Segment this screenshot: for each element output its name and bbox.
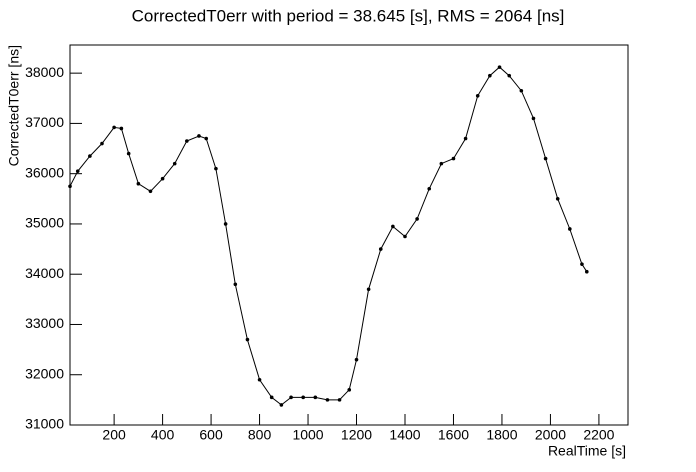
data-point <box>88 154 92 158</box>
data-point <box>136 181 141 186</box>
data-point <box>488 73 492 78</box>
x-tick-label: 1600 <box>438 427 469 443</box>
data-point <box>197 134 201 138</box>
data-point <box>415 217 419 221</box>
data-point <box>126 151 131 156</box>
data-point <box>378 247 383 251</box>
data-point <box>223 222 228 226</box>
data-point <box>366 287 371 292</box>
x-tick-label: 600 <box>199 427 223 443</box>
x-tick-label: 200 <box>102 427 126 443</box>
data-point <box>245 337 250 342</box>
data-line <box>69 66 588 406</box>
data-point <box>119 126 124 131</box>
data-point <box>301 395 305 400</box>
data-point <box>279 403 284 407</box>
y-tick-label: 35000 <box>25 215 64 231</box>
data-point <box>313 395 318 400</box>
data-point <box>325 398 330 402</box>
y-tick-label: 31000 <box>25 416 64 432</box>
data-point <box>347 388 352 392</box>
x-tick-label: 2200 <box>583 427 614 443</box>
x-tick-label: 2000 <box>535 427 566 443</box>
chart-title: CorrectedT0err with period = 38.645 [s],… <box>132 6 565 25</box>
x-tick-label: 1200 <box>341 427 372 443</box>
x-tick-label: 1800 <box>486 427 517 443</box>
data-point <box>519 88 524 93</box>
x-tick-label: 1000 <box>292 427 323 443</box>
data-point <box>584 269 589 274</box>
data-point <box>391 224 395 229</box>
x-axis-label: RealTime [s] <box>548 443 626 459</box>
data-point <box>185 139 189 143</box>
data-point <box>568 227 572 231</box>
data-point <box>160 176 165 181</box>
data-point <box>531 116 536 121</box>
data-point <box>543 156 548 161</box>
data-point <box>507 73 512 78</box>
y-tick-label: 34000 <box>25 265 64 281</box>
data-point <box>354 357 359 362</box>
data-point <box>463 136 468 141</box>
data-point <box>497 65 502 69</box>
data-point <box>68 184 72 189</box>
y-tick-label: 32000 <box>25 365 64 381</box>
x-tick-label: 400 <box>151 427 175 443</box>
y-tick-label: 37000 <box>25 114 64 130</box>
data-point <box>172 161 177 166</box>
y-tick-label: 36000 <box>25 164 64 180</box>
data-point <box>403 234 407 239</box>
data-point <box>337 398 342 402</box>
y-tick-label: 33000 <box>25 315 64 331</box>
data-point <box>580 262 584 266</box>
data-point <box>233 282 238 287</box>
plot-frame <box>69 44 629 426</box>
data-point <box>289 395 293 400</box>
data-point <box>555 197 560 201</box>
data-point <box>148 189 153 194</box>
data-point <box>269 395 274 400</box>
x-tick-label: 800 <box>248 427 272 443</box>
data-point <box>214 166 218 171</box>
data-point <box>100 141 104 146</box>
y-tick-label: 38000 <box>25 64 64 80</box>
data-point <box>204 136 209 141</box>
data-point <box>112 125 116 130</box>
data-point <box>427 186 432 191</box>
y-axis-label: CorrectedT0err [ns] <box>6 45 22 166</box>
data-point <box>257 377 262 382</box>
x-tick-label: 1400 <box>389 427 420 443</box>
data-point <box>475 93 480 98</box>
data-point <box>75 169 80 173</box>
data-point <box>451 156 456 161</box>
data-point <box>439 161 444 166</box>
